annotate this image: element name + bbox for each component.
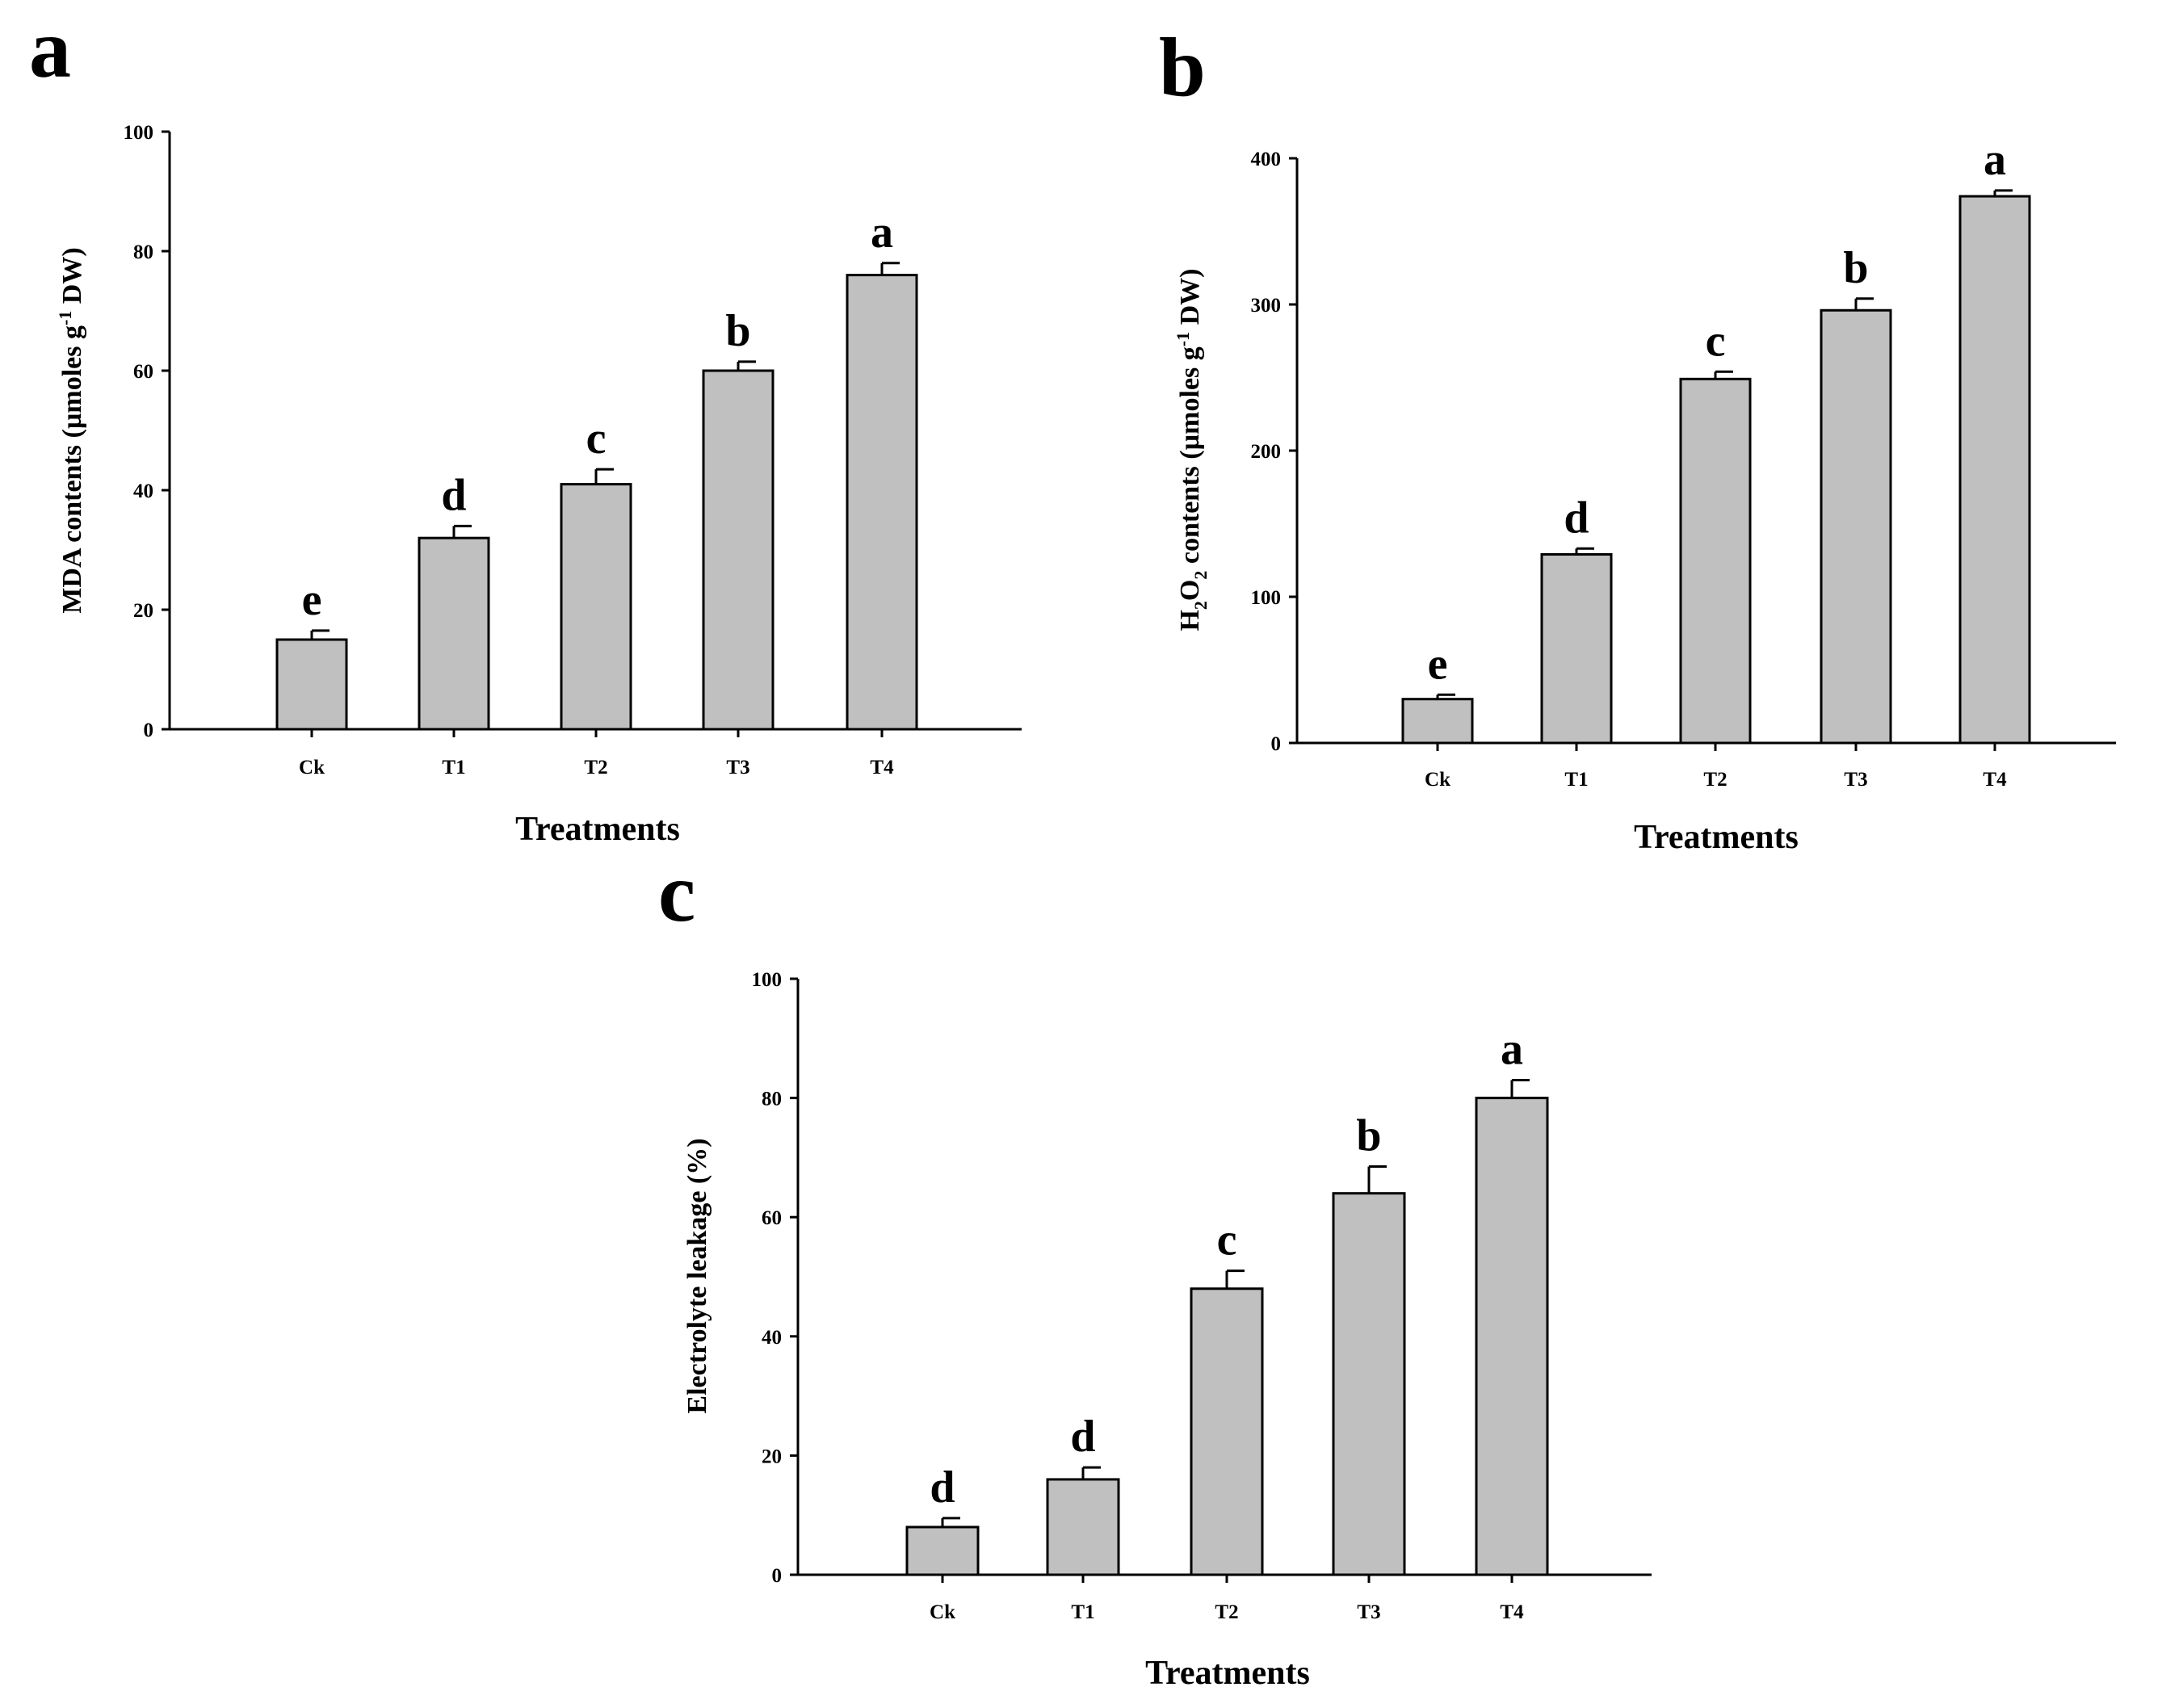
bar-Ck xyxy=(275,638,348,731)
bar-T4 xyxy=(846,274,918,731)
y-tick-label: 60 xyxy=(133,361,153,383)
significance-letter: b xyxy=(1843,243,1868,293)
y-tick-label: 0 xyxy=(772,1565,783,1587)
y-tick-label: 0 xyxy=(1271,733,1282,755)
bar-T1 xyxy=(1046,1478,1120,1576)
bar-T2 xyxy=(1679,377,1752,745)
chart-panel-c: c 0 20 40 60 80 100 d Ck d T1 c T2 b T3 a T4 Treatments El… xyxy=(658,846,1652,1692)
x-tick-label: T3 xyxy=(1357,1601,1380,1623)
significance-letter: a xyxy=(871,208,893,258)
x-axis-title: Treatments xyxy=(1634,819,1799,856)
y-tick-label: 80 xyxy=(133,241,153,263)
y-tick-label: 100 xyxy=(1251,587,1282,609)
bar-T2 xyxy=(560,483,632,731)
significance-letter: d xyxy=(1564,493,1589,543)
x-tick-label: T3 xyxy=(726,757,749,778)
significance-letter: b xyxy=(1356,1110,1381,1160)
x-tick-label: T4 xyxy=(1500,1601,1524,1623)
x-tick-label: T3 xyxy=(1844,769,1867,791)
bar-T3 xyxy=(702,369,775,731)
y-tick-label: 20 xyxy=(133,600,153,622)
x-tick-label: T2 xyxy=(584,757,607,778)
significance-letter: b xyxy=(725,306,750,356)
x-tick-label: T1 xyxy=(1564,769,1588,791)
x-axis-title: Treatments xyxy=(515,811,680,848)
y-tick-label: 20 xyxy=(762,1446,782,1467)
bar-Ck xyxy=(1401,698,1474,745)
chart-panel-a: a 0 20 40 60 80 100 e Ck d T1 c T2 b T3 a T4 Treatments MD… xyxy=(29,2,1022,848)
y-tick-label: 400 xyxy=(1251,149,1282,170)
x-tick-label: T4 xyxy=(1983,769,2007,791)
x-tick-label: Ck xyxy=(930,1601,955,1623)
significance-letter: c xyxy=(1217,1215,1237,1265)
y-axis-title: H2O2 contents (µmoles g-1 DW) xyxy=(1173,268,1211,631)
panel-label: a xyxy=(29,2,71,95)
x-axis-title: Treatments xyxy=(1145,1655,1310,1692)
y-tick-label: 100 xyxy=(752,969,783,991)
y-axis-title: MDA contents (µmoles g-1 DW) xyxy=(55,247,87,613)
y-tick-label: 40 xyxy=(133,481,153,502)
bar-Ck xyxy=(905,1525,980,1576)
y-axis-title: Electrolyte leakage (%) xyxy=(682,1138,712,1413)
significance-letter: e xyxy=(1428,639,1448,689)
bar-T2 xyxy=(1190,1287,1264,1576)
bar-T4 xyxy=(1475,1097,1549,1576)
x-tick-label: T1 xyxy=(442,757,465,778)
bar-T4 xyxy=(1958,195,2031,745)
panel-label: b xyxy=(1159,21,1206,114)
y-tick-label: 200 xyxy=(1251,441,1282,463)
significance-letter: d xyxy=(441,470,466,520)
bar-T1 xyxy=(1540,553,1613,745)
x-tick-label: T2 xyxy=(1215,1601,1238,1623)
bar-T3 xyxy=(1332,1192,1406,1576)
x-tick-label: T1 xyxy=(1071,1601,1094,1623)
significance-letter: c xyxy=(1706,316,1726,366)
chart-panel-b: b 0 100 200 300 400 e Ck d T1 c T2 b T3 a T4 Treatments H… xyxy=(1159,21,2116,856)
bar-T1 xyxy=(418,536,490,731)
significance-letter: c xyxy=(586,413,607,464)
y-tick-label: 60 xyxy=(762,1207,782,1229)
significance-letter: d xyxy=(930,1463,955,1513)
panel-label: c xyxy=(658,846,695,939)
y-tick-label: 100 xyxy=(124,122,154,144)
significance-letter: e xyxy=(302,575,322,625)
x-tick-label: Ck xyxy=(299,757,325,778)
y-tick-label: 0 xyxy=(144,720,154,741)
y-tick-label: 80 xyxy=(762,1089,782,1110)
bar-T3 xyxy=(1820,308,1892,745)
significance-letter: d xyxy=(1070,1412,1095,1462)
x-tick-label: Ck xyxy=(1425,769,1450,791)
significance-letter: a xyxy=(1501,1024,1523,1074)
significance-letter: a xyxy=(1984,135,2006,185)
y-tick-label: 300 xyxy=(1251,295,1282,317)
y-tick-label: 40 xyxy=(762,1327,782,1349)
x-tick-label: T4 xyxy=(870,757,894,778)
x-tick-label: T2 xyxy=(1703,769,1727,791)
